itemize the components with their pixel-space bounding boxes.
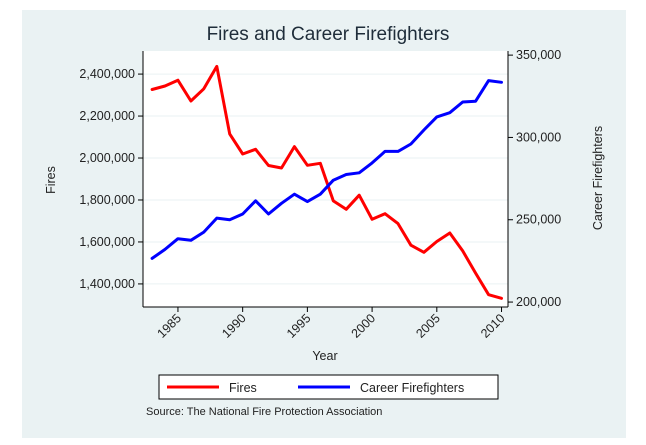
left-tick-label: 2,400,000 <box>79 67 135 81</box>
x-tick-label: 1995 <box>284 311 314 341</box>
right-tick-label: 350,000 <box>516 48 561 62</box>
legend-label-career-firefighters: Career Firefighters <box>360 381 464 395</box>
left-tick-label: 1,600,000 <box>79 235 135 249</box>
right-tick-label: 250,000 <box>516 213 561 227</box>
x-tick-label: 2005 <box>413 311 443 341</box>
right-axis-title: Career Firefighters <box>591 126 605 230</box>
legend: Fires Career Firefighters <box>158 374 499 400</box>
right-tick-label: 300,000 <box>516 130 561 144</box>
gridlines <box>143 73 508 285</box>
x-tick-label: 2000 <box>349 311 379 341</box>
left-axis-title: Fires <box>44 166 58 194</box>
x-axis-title: Year <box>312 349 337 363</box>
left-tick-label: 1,800,000 <box>79 193 135 207</box>
x-tick-label: 1985 <box>155 311 185 341</box>
left-tick-label: 2,000,000 <box>79 151 135 165</box>
left-tick-label: 2,200,000 <box>79 109 135 123</box>
series-layer <box>150 64 503 300</box>
legend-label-fires: Fires <box>229 381 257 395</box>
left-tick-label: 1,400,000 <box>79 277 135 291</box>
x-tick-label: 1990 <box>219 311 249 341</box>
chart-title: Fires and Career Firefighters <box>207 24 450 45</box>
x-tick-label: 2010 <box>478 311 508 341</box>
source-note: Source: The National Fire Protection Ass… <box>146 406 382 418</box>
right-tick-label: 200,000 <box>516 295 561 309</box>
series-line-career-firefighters <box>150 79 503 260</box>
series-line-fires <box>150 64 503 300</box>
